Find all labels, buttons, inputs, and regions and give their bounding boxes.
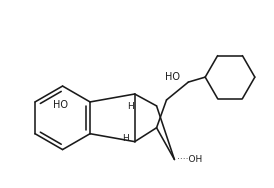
Text: ····OH: ····OH xyxy=(177,155,203,164)
Text: HO: HO xyxy=(53,100,68,110)
Text: HO: HO xyxy=(165,72,180,82)
Text: H: H xyxy=(127,102,134,111)
Text: H: H xyxy=(122,134,129,143)
